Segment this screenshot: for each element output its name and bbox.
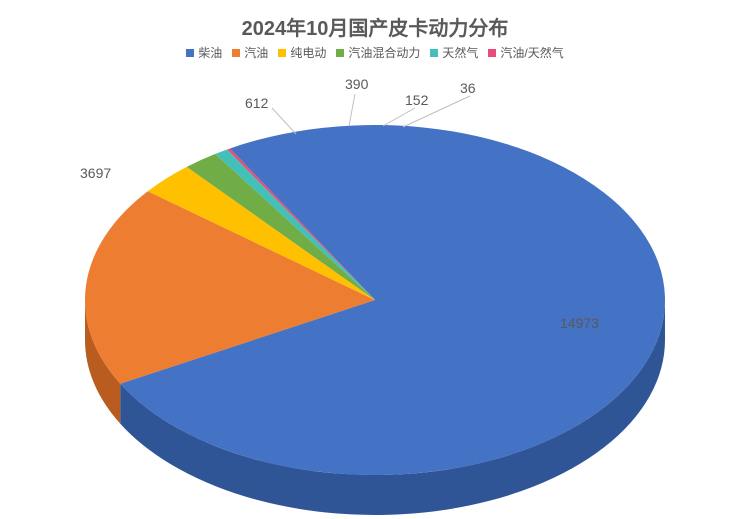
pie-3d xyxy=(0,0,750,519)
data-label: 390 xyxy=(345,76,368,92)
pie-chart-container: 2024年10月国产皮卡动力分布 柴油汽油纯电动汽油混合动力天然气汽油/天然气 … xyxy=(0,0,750,519)
data-label: 152 xyxy=(405,92,428,108)
data-label: 36 xyxy=(460,80,476,96)
data-label: 14973 xyxy=(560,315,599,331)
leader-line xyxy=(349,94,355,126)
leader-line xyxy=(272,108,296,134)
data-label: 3697 xyxy=(80,165,111,181)
data-label: 612 xyxy=(245,95,268,111)
